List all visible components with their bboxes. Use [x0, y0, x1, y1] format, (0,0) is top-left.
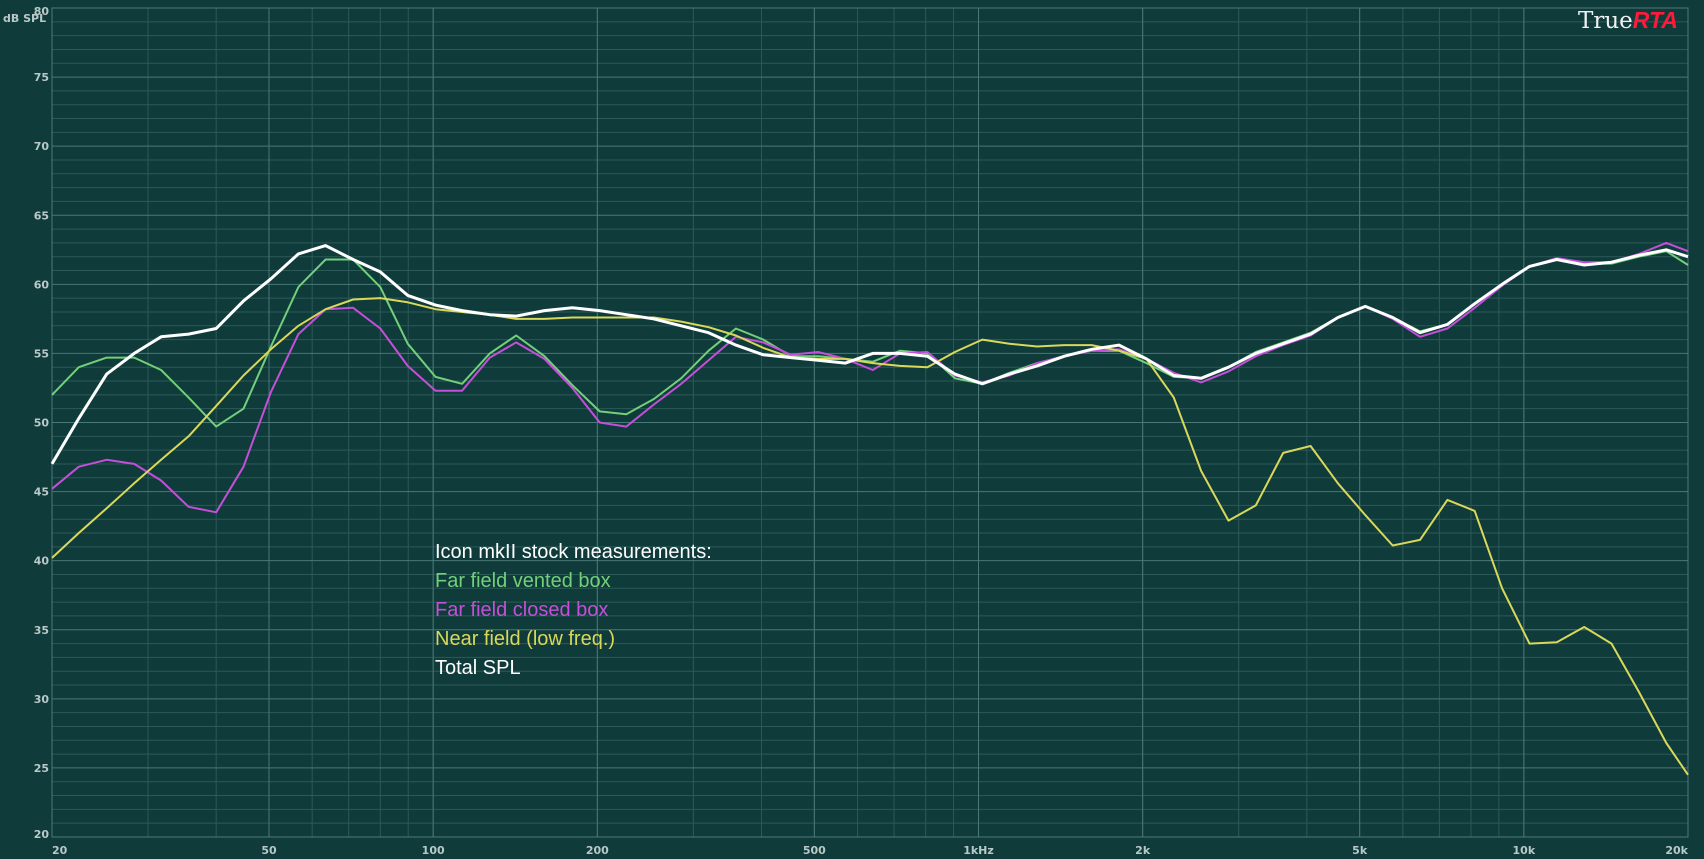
- x-tick-label: 20k: [1665, 844, 1688, 857]
- series-layer: [50, 241, 1689, 776]
- y-tick-label: 35: [34, 624, 49, 637]
- series-line-near-field-low-freq: [51, 297, 1689, 776]
- y-tick-label: 75: [34, 71, 49, 84]
- y-tick-label: 30: [34, 693, 50, 706]
- y-tick-label: 80: [34, 5, 50, 18]
- x-tick-label: 200: [586, 844, 609, 857]
- legend-title: Icon mkII stock measurements:: [435, 541, 712, 563]
- x-tick-label: 100: [422, 844, 445, 857]
- y-tick-label: 70: [34, 140, 50, 153]
- legend-entry: Total SPL: [435, 657, 521, 679]
- legend-entry: Far field closed box: [435, 599, 608, 621]
- x-tick-label: 10k: [1513, 844, 1536, 857]
- x-tick-label: 2k: [1135, 844, 1151, 857]
- x-tick-label: 50: [261, 844, 277, 857]
- y-tick-label: 55: [34, 347, 49, 360]
- series-line-total-spl: [50, 244, 1689, 465]
- brand-suffix: RTA: [1633, 7, 1678, 33]
- series-line-far-field-vented-box: [51, 250, 1689, 428]
- y-axis-label: dB SPL: [3, 12, 46, 25]
- svg-text:TrueRTA: TrueRTA: [1578, 7, 1678, 34]
- y-tick-label: 65: [34, 209, 49, 222]
- y-tick-label: 50: [34, 417, 50, 430]
- y-tick-label: 25: [34, 762, 49, 775]
- y-tick-label: 60: [34, 278, 50, 291]
- legend-entry: Far field vented box: [435, 570, 611, 592]
- x-tick-label: 20: [52, 844, 68, 857]
- series-line-far-field-closed-box: [51, 241, 1689, 514]
- y-tick-label: 40: [34, 555, 50, 568]
- x-tick-label: 1kHz: [963, 844, 994, 857]
- y-axis-ticks: 20 25 30 35 40 45 50 55 60 65 70 75 80: [34, 5, 50, 841]
- x-tick-label: 500: [803, 844, 826, 857]
- x-axis-ticks: 20 50 100 200 500 1kHz 2k 5k 10k 20k: [52, 844, 1689, 857]
- brand-prefix: True: [1578, 8, 1633, 34]
- x-tick-label: 5k: [1352, 844, 1368, 857]
- truerta-logo: TrueRTA: [1578, 7, 1678, 34]
- legend-entry: Near field (low freq.): [435, 628, 615, 650]
- y-tick-label: 45: [34, 486, 49, 499]
- y-tick-label: 20: [34, 828, 50, 841]
- plot-frame: [51, 7, 1689, 838]
- legend: Icon mkII stock measurements: Far field …: [435, 541, 712, 679]
